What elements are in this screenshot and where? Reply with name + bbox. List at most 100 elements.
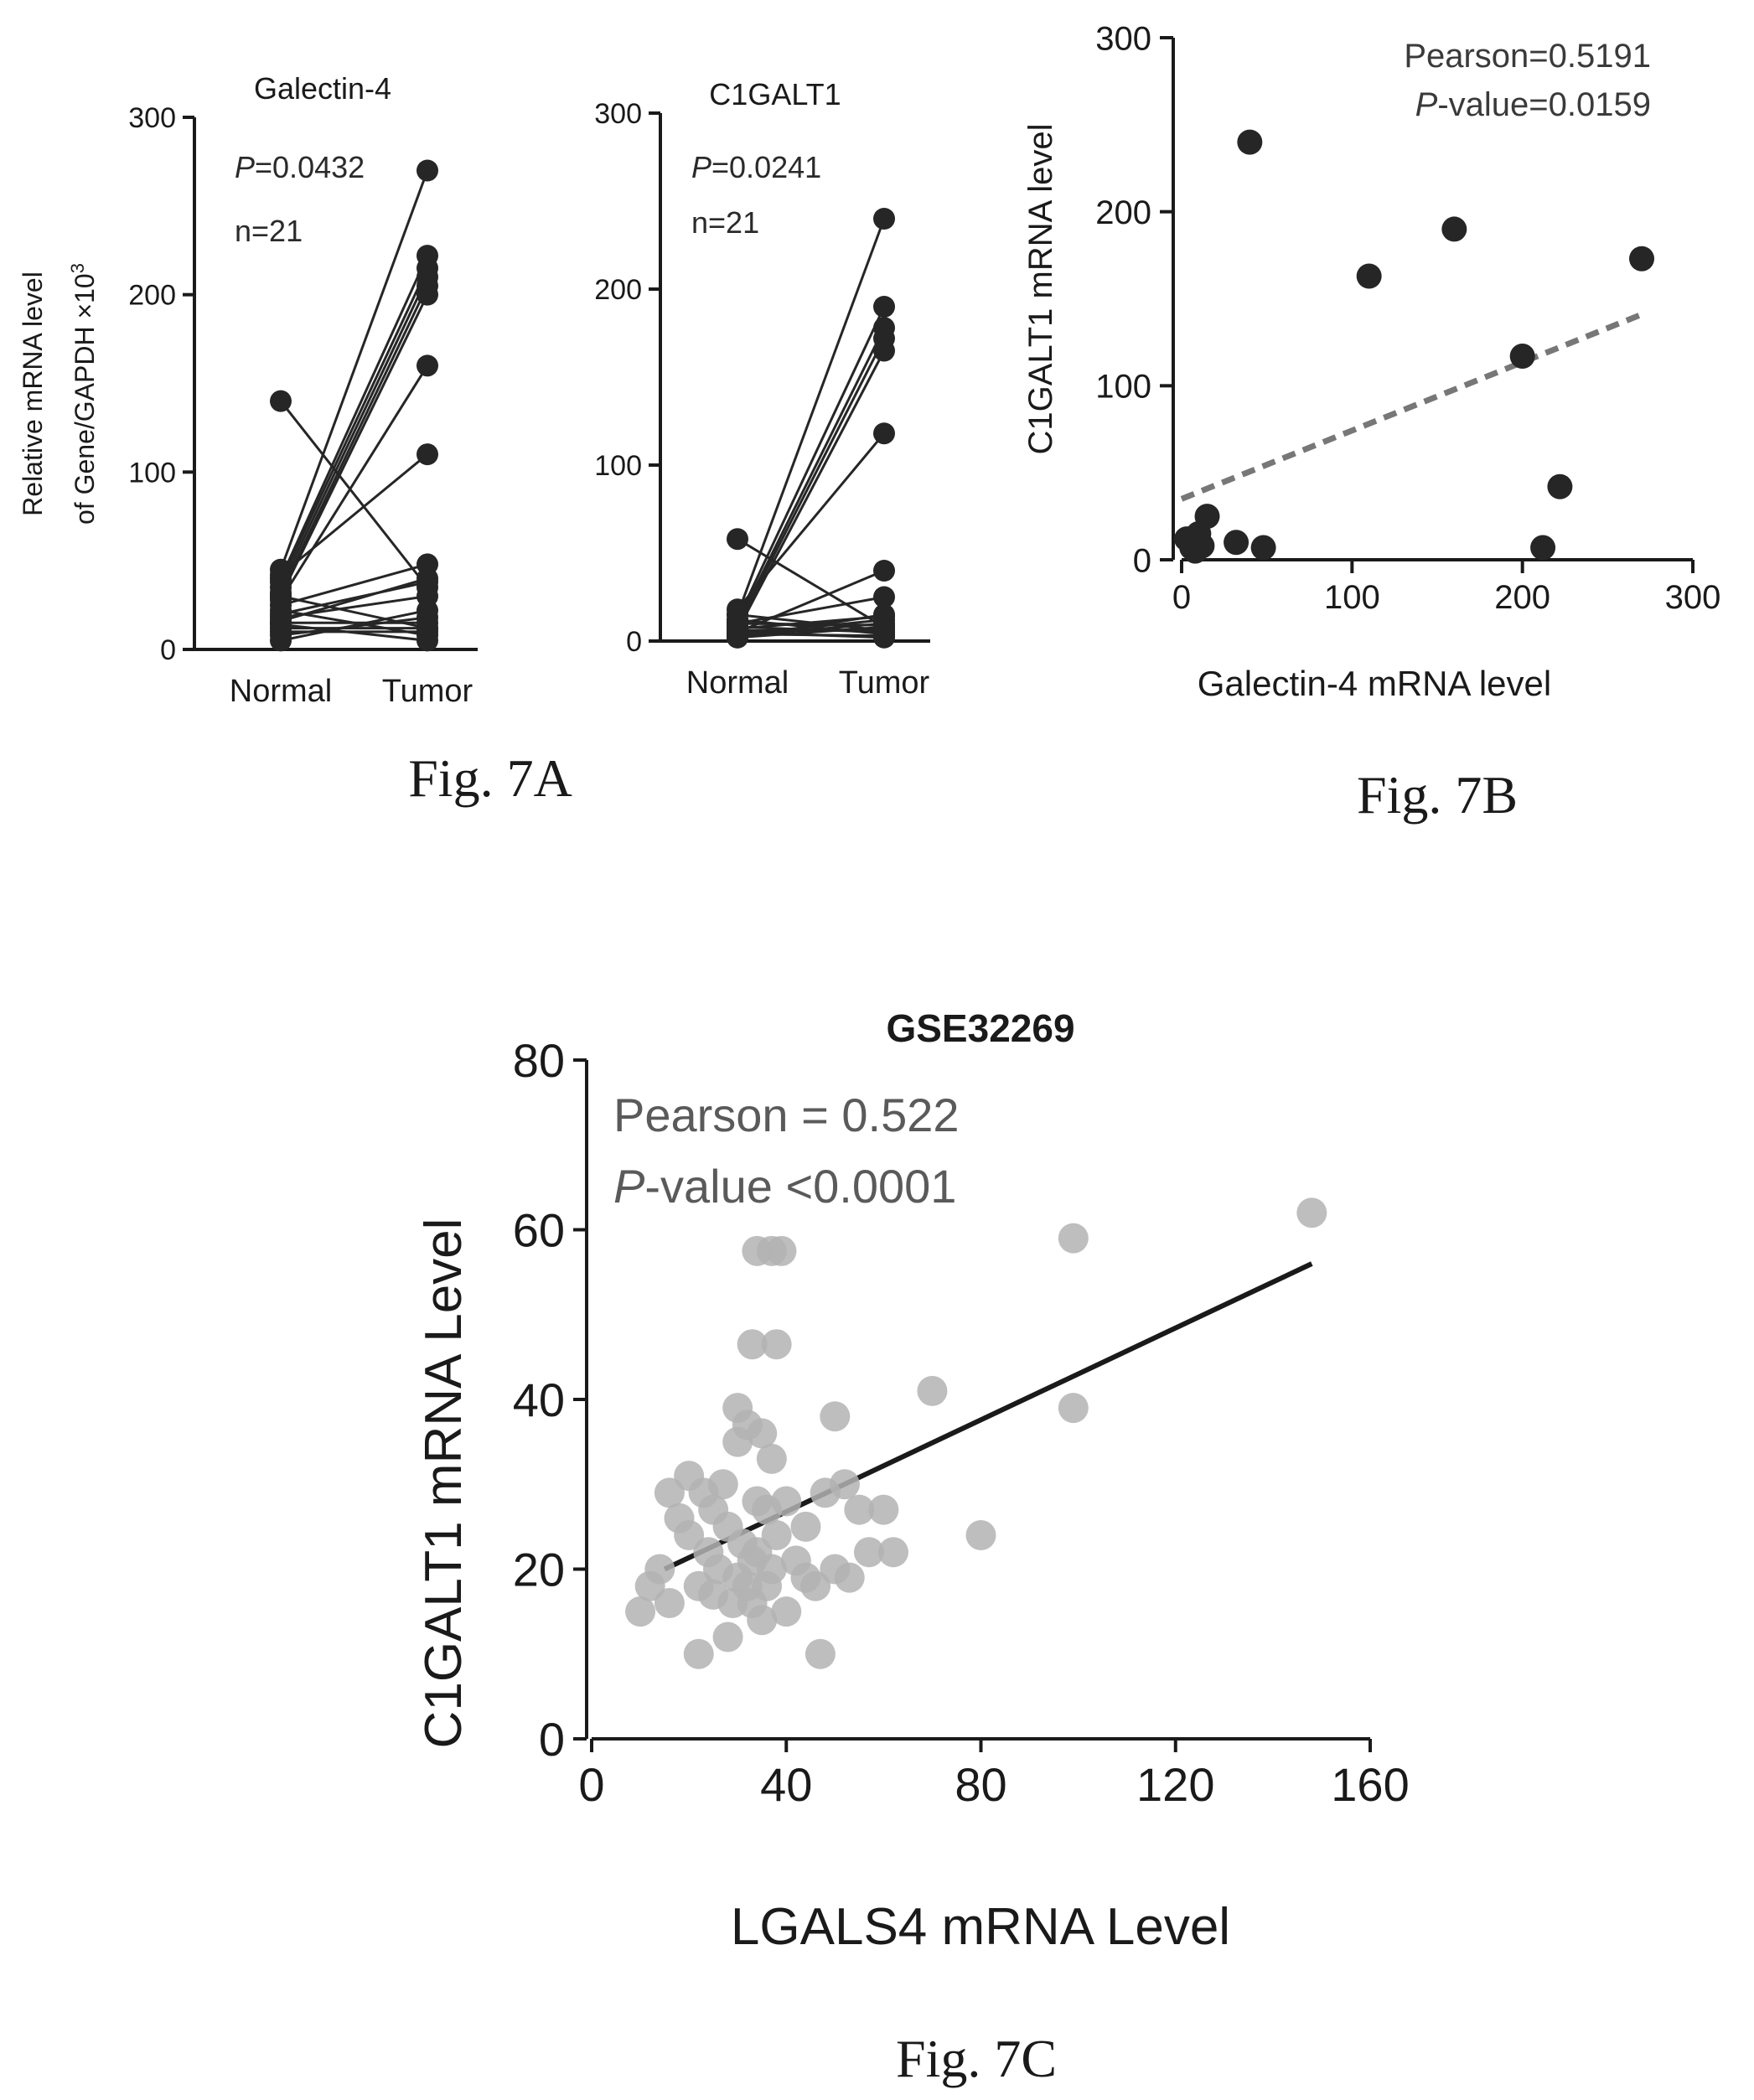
figure-caption-7c: Fig. 7C <box>896 2029 1057 2088</box>
x-tick-label: 160 <box>1331 1758 1409 1811</box>
x-tick-label: 200 <box>1494 579 1550 616</box>
y-axis-label-prefix: of Gene/GAPDH ×10 <box>70 273 100 525</box>
pair-line <box>280 595 428 630</box>
p-value-text: -value <0.0001 <box>644 1160 956 1213</box>
data-point <box>965 1520 996 1550</box>
tumor-point <box>417 599 438 622</box>
pair-line <box>736 306 886 621</box>
data-point <box>761 1329 792 1360</box>
figure-caption-7a: Fig. 7A <box>408 748 572 808</box>
tumor-point <box>417 443 438 466</box>
pearson-annotation: Pearson=0.5191 <box>1404 38 1651 75</box>
normal-point <box>270 585 292 608</box>
p-symbol: P <box>1415 86 1438 123</box>
data-point <box>1530 535 1556 561</box>
pair-line <box>737 596 885 625</box>
x-category-label: Tumor <box>839 665 930 701</box>
data-point <box>771 1486 802 1517</box>
pair-line <box>279 276 429 588</box>
x-tick-label: 0 <box>578 1758 604 1811</box>
tumor-point <box>873 296 895 318</box>
data-point <box>1250 535 1276 561</box>
data-point <box>1237 129 1263 155</box>
y-tick-label: 0 <box>626 626 642 658</box>
pair-line <box>737 622 885 627</box>
data-point <box>1629 246 1654 272</box>
y-tick-label: 200 <box>594 274 642 306</box>
x-category-label: Normal <box>230 674 332 709</box>
p-value-annotation: P=0.0432 <box>235 150 365 184</box>
data-point <box>644 1554 675 1585</box>
y-tick-label: 0 <box>160 634 176 666</box>
data-point <box>820 1401 851 1432</box>
p-symbol: P <box>691 150 711 184</box>
figure-caption-7b: Fig. 7B <box>1357 765 1518 825</box>
data-point <box>1179 535 1205 561</box>
panel-7a-c1galt1: C1GALT1 P=0.0241 n=21 0 100 200 300 Normal Tu… <box>594 77 930 701</box>
data-point <box>712 1622 743 1653</box>
data-point <box>756 1443 787 1474</box>
y-tick-label: 300 <box>128 102 176 134</box>
data-point <box>747 1418 778 1449</box>
y-tick-label: 40 <box>513 1373 565 1426</box>
x-tick-label: 40 <box>760 1758 812 1811</box>
regression-line <box>1180 311 1643 502</box>
tumor-point <box>417 567 438 590</box>
pair-line <box>279 255 429 579</box>
x-axis-label: LGALS4 mRNA Level <box>731 1898 1230 1956</box>
data-point <box>1547 473 1573 499</box>
x-category-label: Tumor <box>382 674 473 709</box>
normal-point <box>727 528 748 551</box>
x-tick-label: 100 <box>1324 579 1380 616</box>
data-point <box>654 1588 685 1618</box>
x-tick-label: 300 <box>1665 579 1721 616</box>
pair-line <box>280 623 428 642</box>
chart-title: Galectin-4 <box>254 71 391 106</box>
pair-line <box>280 453 428 577</box>
x-axis-label: Galectin-4 mRNA level <box>1198 664 1551 703</box>
data-point <box>683 1638 714 1669</box>
p-value-annotation: P-value=0.0159 <box>1415 86 1651 123</box>
y-axis-label-line1: Relative mRNA level <box>18 272 48 516</box>
y-tick-label: 100 <box>1095 369 1151 406</box>
x-tick-label: 0 <box>1172 579 1191 616</box>
data-point <box>1058 1393 1089 1424</box>
normal-point <box>727 618 748 640</box>
pair-line <box>279 267 429 583</box>
data-point <box>1509 344 1535 370</box>
y-tick-label: 20 <box>513 1544 565 1596</box>
y-tick-label: 0 <box>1133 542 1151 579</box>
pearson-annotation: Pearson = 0.522 <box>613 1089 960 1141</box>
tumor-point <box>873 208 895 230</box>
pair-line <box>736 432 886 611</box>
y-tick-label: 300 <box>594 98 642 130</box>
data-point <box>1296 1197 1327 1228</box>
y-tick-label: 200 <box>128 280 176 312</box>
p-value-annotation: P-value <0.0001 <box>613 1160 956 1213</box>
pair-line <box>737 537 885 628</box>
data-point <box>1356 263 1382 289</box>
y-tick-label: 100 <box>128 457 176 489</box>
data-point <box>1224 530 1250 556</box>
pair-line <box>279 294 429 597</box>
tumor-point <box>873 586 895 608</box>
y-tick-label: 300 <box>1095 20 1151 57</box>
p-value-text: =0.0241 <box>711 150 821 184</box>
pair-line <box>736 349 886 632</box>
pair-line <box>279 169 429 571</box>
panel-7a-galectin4: Galectin-4 P=0.0432 n=21 Relative mRNA l… <box>18 71 478 709</box>
data-point <box>766 1235 797 1266</box>
p-value-annotation: P=0.0241 <box>691 150 821 184</box>
x-tick-label: 120 <box>1136 1758 1214 1811</box>
tumor-point <box>873 605 895 628</box>
normal-point <box>270 390 292 412</box>
data-point <box>722 1426 753 1457</box>
pair-line <box>279 365 429 601</box>
pair-line <box>737 631 885 639</box>
pair-line <box>737 615 885 630</box>
tumor-point <box>873 339 895 362</box>
data-point <box>868 1494 899 1525</box>
panel-7c-scatter: GSE32269 Pearson = 0.522 P-value <0.0001… <box>415 1006 1410 1956</box>
p-value-text: =0.0432 <box>255 150 365 184</box>
